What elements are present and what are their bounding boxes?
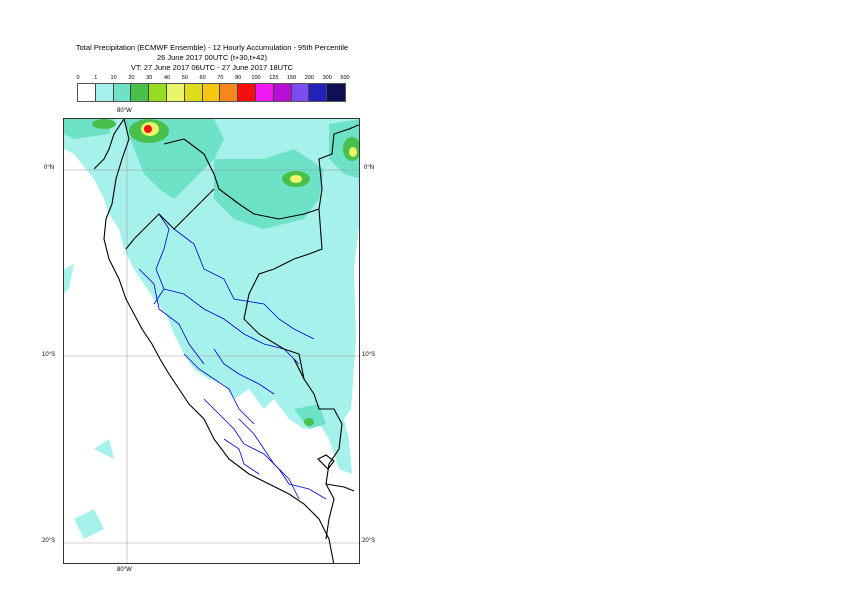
legend-swatch	[78, 84, 96, 101]
lon-label-bottom: 80°W	[117, 567, 132, 573]
legend-tick-label: 200	[304, 75, 314, 81]
legend-swatch	[95, 84, 114, 101]
legend-tick-label: 60	[199, 75, 206, 81]
legend-tick-label: 125	[269, 75, 279, 81]
legend-tick-label: 10	[110, 75, 117, 81]
legend-swatch	[291, 84, 310, 101]
map-subtitle-run: 26 June 2017 00UTC (t+30,t+42)	[156, 53, 268, 62]
lat-label-left-0: 0°N	[44, 165, 55, 171]
legend-swatch	[113, 84, 132, 101]
legend-tick-label: 30	[146, 75, 153, 81]
legend-tick-label: 500	[340, 75, 350, 81]
precipitation-map	[63, 118, 360, 564]
legend-swatch	[273, 84, 292, 101]
legend-swatch	[220, 84, 239, 101]
legend-tick-label: 0	[76, 75, 80, 81]
precip-heavy-spots	[92, 119, 359, 426]
lat-label-left-10s: 10°S	[42, 352, 56, 358]
legend-tick-label: 100	[251, 75, 261, 81]
lat-label-left-20s: 20°S	[42, 538, 56, 544]
legend-swatch	[184, 84, 203, 101]
legend-labels: 0 1 10 20 30 40 50 60 70 80 100 125 150 200 300 500	[69, 75, 359, 83]
lon-label-top: 80°W	[117, 108, 132, 114]
legend-swatch	[166, 84, 185, 101]
legend-tick-label: 20	[128, 75, 135, 81]
map-title: Total Precipitation (ECMWF Ensemble) - 1…	[75, 43, 349, 52]
legend-tick-label: 150	[287, 75, 297, 81]
legend-swatch	[149, 84, 167, 101]
legend-tick-label: 300	[322, 75, 332, 81]
legend-swatch	[238, 84, 256, 101]
legend-tick-label: 80	[235, 75, 242, 81]
lat-label-right-20s: 20°S	[362, 538, 376, 544]
map-subtitle-valid-time: VT: 27 June 2017 06UTC - 27 June 2017 18…	[130, 63, 294, 72]
legend-tick-label: 50	[181, 75, 188, 81]
legend-swatch	[202, 84, 221, 101]
lat-label-right-0: 0°N	[364, 165, 375, 171]
legend-colorbar	[77, 83, 346, 102]
legend-swatch	[255, 84, 274, 101]
lat-label-right-10s: 10°S	[362, 352, 376, 358]
country-borders	[93, 119, 359, 563]
legend-tick-label: 70	[217, 75, 224, 81]
region-boundaries	[138, 213, 327, 500]
legend-swatch	[327, 84, 345, 101]
legend-tick-label: 1	[94, 75, 98, 81]
legend-swatch	[131, 84, 150, 101]
legend-swatch	[309, 84, 328, 101]
legend-tick-label: 40	[163, 75, 171, 81]
